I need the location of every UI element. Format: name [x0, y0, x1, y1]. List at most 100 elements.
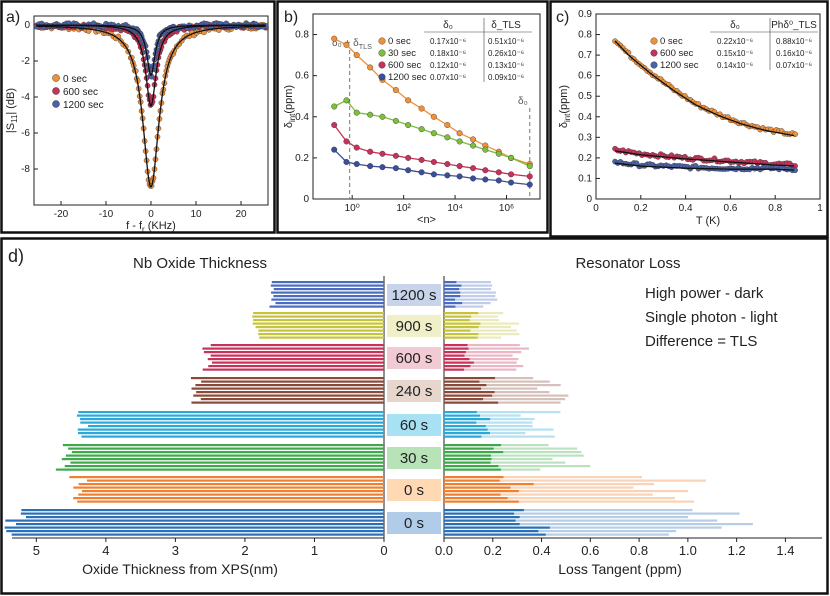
loss-single-photon-bar [444, 384, 561, 387]
x-tick-label: 10 [190, 209, 202, 220]
category-label: 600 s [396, 350, 433, 367]
y-tick-label: 0.3 [578, 132, 592, 143]
loss-single-photon-bar [444, 493, 653, 496]
oxide-thickness-bar [77, 428, 384, 431]
legend-note: Difference = TLS [645, 333, 757, 350]
loss-single-photon-bar [444, 512, 740, 515]
oxide-thickness-bar [61, 458, 384, 461]
loss-high-power-bar [444, 354, 465, 357]
loss-high-power-bar [444, 526, 550, 529]
panel-c: c) 0 0.2 0.4 0.6 0.8 1 0 0.1 0.2 0.3 0.4 0.5 0.6 0.7 0.… [556, 9, 823, 227]
loss-single-photon-bar [444, 476, 643, 479]
data-point [331, 35, 338, 42]
loss-high-power-bar [444, 483, 534, 486]
series-line [333, 149, 530, 186]
loss-high-power-bar [444, 333, 479, 336]
y-tick-label: 0.7 [578, 50, 592, 61]
y-tick-label: 0.8 [578, 30, 592, 41]
y-tick-label: 0.4 [295, 112, 309, 123]
data-point [526, 163, 533, 170]
oxide-thickness-bar [62, 444, 385, 447]
oxide-thickness-bar [73, 497, 384, 500]
data-point [405, 97, 412, 104]
loss-high-power-bar [444, 493, 501, 496]
loss-high-power-bar [444, 336, 478, 339]
loss-single-photon-bar [444, 490, 689, 493]
loss-single-photon-bar [444, 298, 498, 301]
y-axis-label: δint(ppm) [558, 85, 572, 128]
loss-high-power-bar [444, 519, 516, 522]
loss-high-power-bar [444, 295, 461, 298]
category-label: 30 s [400, 450, 428, 467]
data-point [418, 126, 425, 133]
loss-high-power-bar [444, 380, 480, 383]
category-label: 0 s [404, 515, 424, 532]
data-point [444, 161, 451, 168]
legend-label: 600 sec [660, 48, 694, 59]
loss-single-photon-bar [444, 391, 550, 394]
fit-curve [36, 25, 266, 188]
fit-curve [36, 24, 266, 76]
loss-high-power-bar [444, 444, 502, 447]
oxide-thickness-bar [190, 377, 384, 380]
loss-high-power-bar [444, 291, 461, 294]
oxide-thickness-bar [202, 347, 384, 350]
data-point [418, 156, 425, 163]
x-axis-label: f - fr (KHz) [126, 220, 176, 234]
oxide-thickness-bar [191, 387, 384, 390]
loss-single-photon-bar [444, 479, 707, 482]
loss-high-power-bar [444, 447, 494, 450]
data-point [353, 161, 360, 168]
data-point [343, 97, 350, 104]
oxide-thickness-bar [271, 291, 384, 294]
x-tick-label: 0.6 [581, 543, 599, 558]
panel-d: d) Nb Oxide Thickness Resonator Loss 5 4 3 2 1 0… [4, 246, 822, 577]
loss-single-photon-bar [444, 497, 675, 500]
data-point [526, 181, 533, 188]
category-label-bg [387, 315, 441, 337]
loss-high-power-bar [444, 305, 456, 308]
data-point [379, 164, 386, 171]
data-point [343, 138, 350, 145]
data-point [470, 136, 477, 143]
oxide-thickness-bar [71, 451, 384, 454]
data-point [456, 173, 463, 180]
data-point [508, 154, 515, 161]
table-cell: 0.09x10⁻⁶ [488, 73, 524, 82]
legend-marker [52, 87, 60, 95]
table-cell: 0.26x10⁻⁶ [488, 49, 524, 58]
table-cell: 0.51x10⁻⁶ [488, 37, 524, 46]
data-point [392, 152, 399, 159]
category-label-bg [387, 414, 441, 436]
x-tick-label: 0 [148, 209, 154, 220]
oxide-thickness-bar [201, 380, 384, 383]
oxide-thickness-bar [78, 483, 385, 486]
oxide-thickness-bar [273, 288, 384, 291]
right-x-axis-label: Loss Tangent (ppm) [558, 561, 681, 577]
fit-curve [614, 40, 795, 137]
panel-a: a) -20 -10 0 10 20 0 -2 -4 -6 -8 f - fr (KHz) |S11| … [5, 9, 269, 234]
loss-single-photon-bar [444, 519, 718, 522]
frame-panel-a [0, 0, 276, 234]
loss-single-photon-bar [444, 461, 566, 464]
oxide-thickness-bar [195, 384, 384, 387]
loss-single-photon-bar [444, 368, 517, 371]
series-line [333, 99, 531, 167]
oxide-thickness-bar [202, 368, 384, 371]
legend-marker [378, 73, 386, 81]
oxide-thickness-bar [16, 523, 384, 526]
frame-panel-b [276, 0, 549, 234]
data-point [367, 163, 374, 170]
oxide-thickness-bar [78, 432, 384, 435]
loss-high-power-bar [444, 454, 491, 457]
loss-high-power-bar [444, 365, 471, 368]
data-point [470, 175, 477, 182]
loss-high-power-bar [444, 387, 482, 390]
data-point [405, 154, 412, 161]
oxide-thickness-bar [69, 476, 384, 479]
x-tick-label: -20 [54, 209, 69, 220]
loss-single-photon-bar [444, 451, 582, 454]
legend-note: Single photon - light [645, 309, 778, 326]
oxide-thickness-bar [25, 516, 385, 519]
